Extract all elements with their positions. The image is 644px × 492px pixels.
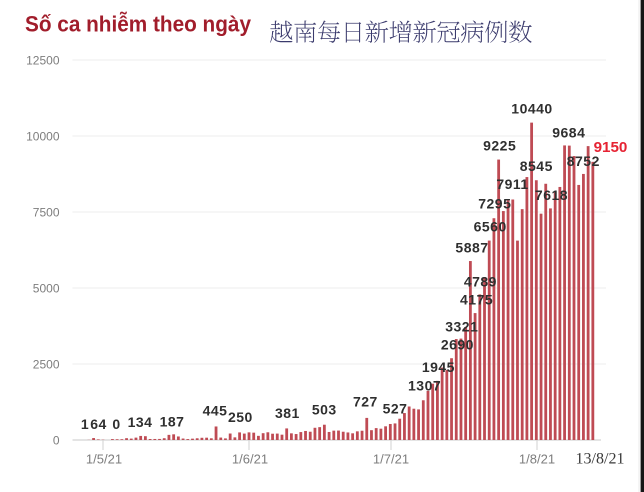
svg-text:187: 187 (160, 414, 185, 430)
svg-text:250: 250 (228, 409, 253, 425)
svg-text:1307: 1307 (408, 377, 441, 393)
svg-text:4789: 4789 (464, 273, 497, 289)
svg-text:445: 445 (203, 402, 228, 418)
svg-text:0: 0 (53, 434, 60, 448)
svg-text:381: 381 (275, 405, 300, 421)
svg-text:1/6/21: 1/6/21 (232, 452, 268, 467)
svg-text:1: 1 (81, 416, 89, 432)
svg-text:3321: 3321 (445, 319, 478, 335)
svg-text:9150: 9150 (594, 139, 628, 156)
svg-text:0: 0 (112, 416, 120, 432)
svg-text:64: 64 (90, 416, 107, 432)
svg-text:527: 527 (383, 401, 408, 417)
svg-text:2500: 2500 (33, 358, 60, 372)
svg-text:1/7/21: 1/7/21 (373, 452, 409, 467)
svg-text:7618: 7618 (535, 187, 568, 203)
svg-text:4175: 4175 (460, 292, 493, 308)
svg-text:8545: 8545 (520, 158, 553, 174)
svg-text:Số ca nhiễm theo ngày: Số ca nhiễm theo ngày (25, 12, 251, 37)
svg-text:9684: 9684 (552, 124, 585, 140)
svg-text:10000: 10000 (26, 130, 60, 144)
svg-text:134: 134 (128, 414, 153, 430)
svg-text:503: 503 (312, 401, 337, 417)
svg-text:9225: 9225 (483, 138, 516, 154)
svg-text:13/8/21: 13/8/21 (576, 451, 625, 468)
svg-text:5000: 5000 (33, 282, 60, 296)
svg-text:1/5/21: 1/5/21 (86, 452, 122, 467)
svg-text:2690: 2690 (441, 337, 474, 353)
svg-text:6560: 6560 (474, 219, 507, 235)
svg-text:1945: 1945 (422, 359, 455, 375)
svg-text:727: 727 (353, 394, 378, 410)
svg-text:7911: 7911 (496, 176, 528, 192)
svg-text:7295: 7295 (478, 195, 511, 211)
svg-text:7500: 7500 (33, 206, 60, 220)
svg-text:1/8/21: 1/8/21 (519, 452, 555, 467)
svg-text:5887: 5887 (455, 240, 488, 256)
svg-text:12500: 12500 (26, 54, 60, 68)
svg-text:10440: 10440 (511, 101, 552, 117)
svg-text:8752: 8752 (567, 153, 600, 169)
